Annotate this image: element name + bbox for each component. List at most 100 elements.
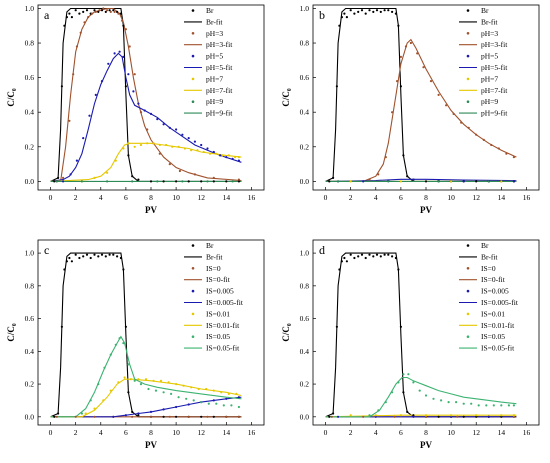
legend-entry: pH=5: [206, 52, 223, 61]
data-point-3: [235, 392, 238, 395]
data-point-0: [332, 176, 335, 179]
data-point-0: [65, 260, 68, 263]
data-point-1: [102, 7, 105, 10]
data-point-2: [412, 415, 415, 418]
y-tick-label: 0.8: [25, 39, 35, 48]
data-point-0: [124, 325, 127, 328]
data-point-3: [106, 171, 109, 174]
data-point-1: [74, 415, 77, 418]
data-point-1: [168, 415, 171, 418]
data-point-4: [402, 373, 405, 376]
data-point-0: [387, 9, 390, 12]
data-point-0: [97, 255, 100, 258]
y-tick-label: 1.0: [25, 4, 35, 13]
x-tick-label: 14: [498, 428, 506, 437]
data-point-3: [152, 142, 155, 145]
legend-entry: Br: [481, 6, 489, 15]
data-point-4: [512, 404, 516, 407]
data-point-1: [193, 173, 196, 176]
data-point-2: [149, 410, 153, 413]
data-point-3: [123, 376, 126, 379]
data-point-1: [72, 73, 75, 76]
legend-entry: Br-fit: [206, 252, 223, 261]
data-point-2: [122, 55, 125, 59]
data-point-0: [162, 415, 165, 418]
data-point-2: [487, 415, 490, 418]
data-point-1: [399, 55, 402, 59]
data-point-1: [149, 415, 153, 418]
x-tick-label: 14: [498, 193, 506, 202]
data-point-4: [154, 389, 158, 392]
legend-entry: IS=0.005-fit: [481, 298, 519, 307]
data-point-1: [505, 152, 508, 155]
data-point-4: [127, 363, 130, 366]
data-point-3: [500, 414, 503, 417]
data-point-1: [98, 9, 101, 12]
data-point-1: [512, 415, 516, 418]
legend-entry: pH=7-fit: [481, 86, 508, 95]
data-point-1: [482, 138, 485, 141]
data-point-3: [212, 389, 215, 392]
data-point-3: [220, 391, 223, 394]
data-point-3: [139, 143, 143, 147]
data-point-2: [156, 118, 159, 121]
data-point-0: [338, 24, 341, 27]
legend-entry: Br-fit: [481, 17, 498, 26]
data-point-1: [368, 178, 371, 181]
fit-line-3: [50, 142, 242, 182]
plot-frame: [37, 4, 265, 191]
x-tick-label: 12: [472, 193, 480, 202]
panel-d: 0 2 4 6 8 10 12 14 16 0.0 0.2 0.4 0.6 0.8 1.0 PV C/C₀ d Br…: [281, 239, 540, 450]
data-point-3: [122, 147, 125, 150]
data-point-0: [397, 268, 400, 271]
data-point-0: [335, 85, 338, 88]
data-point-2: [231, 157, 234, 160]
data-point-3: [215, 152, 218, 155]
data-point-3: [237, 156, 240, 159]
data-point-0: [372, 10, 375, 13]
data-point-4: [455, 401, 458, 404]
data-point-1: [456, 415, 459, 418]
fit-line-1: [50, 7, 242, 182]
x-tick-label: 16: [523, 193, 531, 202]
y-tick-label: 0.6: [300, 314, 310, 323]
panel-a: 0 2 4 6 8 10 12 14 16 0.0 0.2 0.4 0.6 0.8 1.0 PV C/C₀ a Br…: [6, 4, 265, 215]
data-point-4: [103, 366, 106, 369]
panel-label: a: [44, 8, 50, 22]
data-point-3: [190, 386, 193, 389]
data-point-0: [212, 180, 215, 183]
data-point-0: [353, 256, 356, 260]
data-point-3: [349, 180, 352, 183]
data-point-0: [397, 24, 400, 27]
data-point-0: [108, 9, 111, 12]
y-tick-label: 0.2: [300, 380, 310, 389]
legend-entry: pH=3: [481, 29, 498, 38]
data-point-1: [384, 156, 387, 159]
data-point-2: [412, 178, 415, 181]
data-point-0: [340, 16, 343, 19]
data-point-0: [104, 10, 107, 13]
x-tick-label: 8: [149, 428, 153, 437]
data-point-1: [206, 415, 209, 418]
data-point-4: [407, 373, 410, 376]
data-point-4: [131, 180, 134, 183]
data-point-0: [475, 180, 478, 183]
legend-entry: Br-fit: [481, 252, 498, 261]
data-point-2: [237, 159, 240, 162]
data-point-0: [85, 253, 89, 256]
data-point-1: [124, 28, 127, 31]
legend-entry: IS=0: [206, 264, 221, 273]
data-point-2: [118, 50, 121, 53]
data-point-4: [477, 404, 480, 407]
data-point-0: [383, 253, 386, 256]
x-tick-label: 12: [197, 193, 205, 202]
data-point-4: [139, 383, 143, 386]
data-point-4: [147, 387, 150, 391]
data-point-1: [404, 45, 407, 48]
data-point-0: [78, 256, 81, 260]
data-point-0: [345, 260, 348, 263]
legend-marker: [466, 54, 470, 58]
data-point-1: [416, 52, 419, 55]
data-point-2: [362, 180, 365, 183]
